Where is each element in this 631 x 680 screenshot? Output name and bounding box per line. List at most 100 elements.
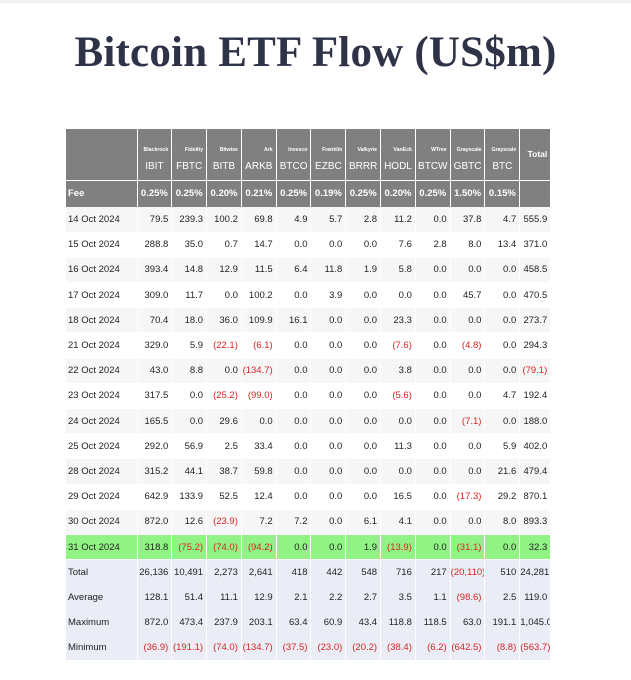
flow-value: 0.0 (276, 433, 312, 460)
ticker-header: BITB (206, 154, 242, 180)
flow-value: 0.0 (276, 332, 312, 359)
flow-value: 0.0 (345, 307, 382, 334)
ticker-header: HODL (380, 154, 416, 180)
table-row: 16 Oct 2024 393.4 14.8 12.9 11.5 6.4 11.8 1.9 5.… (66, 257, 552, 284)
ticker-header: BRRR (345, 154, 382, 180)
row-label: 30 Oct 2024 (66, 509, 138, 535)
table-row-highlighted: 31 Oct 2024 318.8 (75.2) (74.0) (94.2) 0.0 0.0… (66, 534, 552, 561)
flow-value: 7.2 (241, 509, 277, 535)
flow-value: 2.1 (276, 584, 312, 610)
flow-value: 371.0 (519, 232, 552, 258)
summary-row: Total 26,136 10,491 2,273 2,641 418 442 548 716 2… (66, 559, 552, 585)
issuer-header: Grayscale (450, 129, 486, 154)
summary-row: Minimum (36.9) (191.1) (74.0) (134.7) (37.5)(… (66, 635, 552, 661)
flow-value: 0.0 (310, 458, 347, 485)
flow-value: 3.5 (380, 584, 416, 610)
flow-value: 24,281 (519, 559, 552, 585)
flow-value: 4.7 (484, 207, 521, 233)
table-row: 28 Oct 2024 315.2 44.1 38.7 59.8 0.0 0.0 0.0 0.0… (66, 458, 552, 485)
flow-value: 0.0 (415, 257, 451, 284)
flow-value: 14.7 (241, 232, 277, 258)
flow-value: 0.0 (345, 433, 382, 460)
flow-value: 60.9 (310, 610, 347, 636)
fee-cell: 0.25% (276, 179, 312, 207)
fee-cell: 1.50% (450, 179, 486, 207)
flow-value: 0.0 (345, 358, 382, 384)
flow-value: 309.0 (137, 282, 173, 309)
flow-value: 2.8 (415, 232, 451, 258)
flow-value: 0.0 (380, 282, 416, 309)
summary-row: Average 128.1 51.4 11.1 12.9 2.1 2.2 2.7 3.5 1.1(… (66, 584, 552, 610)
flow-value: 0.0 (276, 383, 312, 410)
flow-value: 5.9 (171, 332, 208, 359)
flow-value: 0.0 (310, 433, 347, 460)
issuer-header: Fidelity (171, 129, 208, 154)
row-label: 31 Oct 2024 (66, 534, 138, 561)
flow-value: 0.0 (171, 383, 208, 410)
row-label: 17 Oct 2024 (66, 282, 138, 309)
flow-value: 12.9 (206, 257, 242, 284)
flow-value: 872.0 (137, 509, 173, 535)
flow-value: 12.6 (171, 509, 208, 535)
flow-value: 318.8 (137, 534, 173, 561)
flow-value: 0.0 (345, 458, 382, 485)
fee-cell: 0.20% (206, 179, 242, 207)
flow-value: 6.1 (345, 509, 382, 535)
flow-value: 1.1 (415, 584, 451, 610)
flow-value: 0.0 (345, 332, 382, 359)
ticker-header-row: IBIT FBTC BITB ARKB BTCO EZBC BRRR HODL BTCW GBTC… (66, 154, 551, 180)
flow-value: 8.0 (484, 509, 521, 535)
flow-value: 13.4 (484, 232, 521, 258)
row-label: Minimum (66, 635, 138, 661)
flow-value: 1.9 (345, 257, 382, 284)
fee-cell: 0.15% (484, 179, 521, 207)
flow-value: (74.0) (206, 534, 242, 561)
flow-value: 0.0 (450, 358, 486, 384)
issuer-header: Blackrock (137, 129, 173, 154)
flow-value: (20,110) (450, 559, 486, 585)
table-row: 21 Oct 2024 329.0 5.9 (22.1) (6.1) 0.0 0.0 0.0(… (66, 332, 552, 359)
flow-value: 0.0 (276, 458, 312, 485)
flow-value: 315.2 (137, 458, 173, 485)
flow-value: 4.9 (276, 207, 312, 233)
flow-value: (8.8) (484, 635, 521, 661)
fee-cell: 0.21% (241, 179, 277, 207)
flow-value: (74.0) (206, 635, 242, 661)
flow-value: 0.0 (171, 408, 208, 435)
flow-value: 6.4 (276, 257, 312, 284)
flow-value: 4.1 (380, 509, 416, 535)
flow-value: 0.0 (345, 408, 382, 435)
flow-value: 26,136 (137, 559, 173, 585)
issuer-header: WTree (415, 129, 451, 154)
flow-value: 0.0 (310, 307, 347, 334)
ticker-header: GBTC (450, 154, 486, 180)
flow-value: (17.3) (450, 484, 486, 510)
flow-value: 217 (415, 559, 451, 585)
flow-value: 188.0 (519, 408, 552, 435)
flow-value: 0.0 (450, 458, 486, 485)
flow-value: 128.1 (137, 584, 173, 610)
flow-value: (23.0) (310, 635, 347, 661)
flow-value: 69.8 (241, 207, 277, 233)
flow-value: 11.1 (206, 584, 242, 610)
flow-value: (75.2) (171, 534, 208, 561)
flow-value: 0.0 (484, 257, 521, 284)
table-row: 29 Oct 2024 642.9 133.9 52.5 12.4 0.0 0.0 0.0 16… (66, 484, 552, 510)
flow-value: 0.0 (484, 332, 521, 359)
flow-value: 872.0 (137, 610, 173, 636)
row-label: 29 Oct 2024 (66, 484, 138, 510)
flow-value: 0.0 (484, 307, 521, 334)
flow-value: 59.8 (241, 458, 277, 485)
flow-value: (134.7) (241, 635, 277, 661)
row-label: 28 Oct 2024 (66, 458, 138, 485)
flow-value: 317.5 (137, 383, 173, 410)
flow-value: 1.9 (345, 534, 382, 561)
fee-cell: 0.25% (171, 179, 208, 207)
flow-value: 0.0 (415, 534, 451, 561)
flow-value: (7.1) (450, 408, 486, 435)
flow-value: 0.0 (310, 358, 347, 384)
fee-cell: 0.25% (137, 179, 173, 207)
flow-value: (36.9) (137, 635, 173, 661)
flow-value: 44.1 (171, 458, 208, 485)
flow-value: (642.5) (450, 635, 486, 661)
